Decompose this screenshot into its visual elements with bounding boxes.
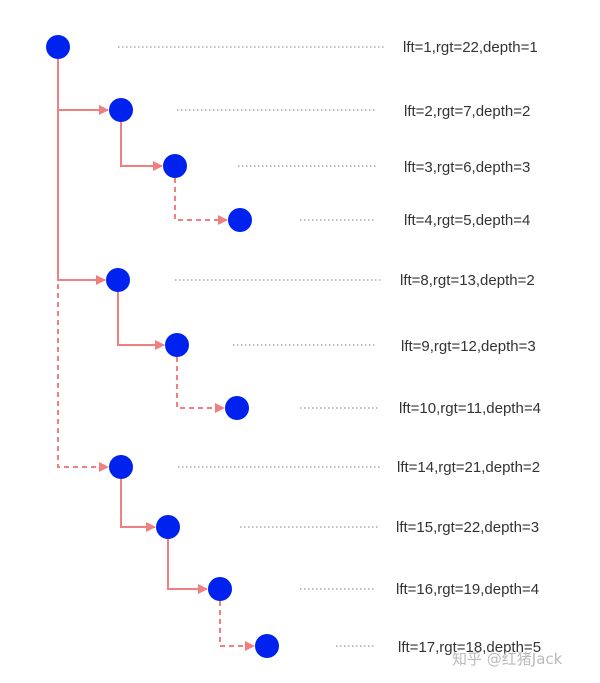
edge-1-2 <box>120 122 163 171</box>
node-label-3: lft=4,rgt=5,depth=4 <box>404 212 530 229</box>
edge-0-1 <box>57 59 109 115</box>
labels: lft=1,rgt=22,depth=1 lft=2,rgt=7,depth=2 l… <box>396 39 541 656</box>
edge-7-8 <box>120 479 156 532</box>
node-label-10: lft=17,rgt=18,depth=5 <box>398 639 541 656</box>
node-label-0: lft=1,rgt=22,depth=1 <box>403 39 538 56</box>
node-label-6: lft=10,rgt=11,depth=4 <box>399 400 541 417</box>
edge-8-9 <box>167 539 208 594</box>
edge-4-5 <box>117 292 165 350</box>
tree-node-6 <box>225 396 249 420</box>
node-label-5: lft=9,rgt=12,depth=3 <box>401 338 536 355</box>
edge-2-3 <box>174 178 228 225</box>
edge-5-6 <box>176 357 225 413</box>
nodes <box>46 35 279 658</box>
watermark: 知乎 @红猪Jack <box>452 650 563 668</box>
node-label-7: lft=14,rgt=21,depth=2 <box>397 459 540 476</box>
tree-node-9 <box>208 577 232 601</box>
tree-node-2 <box>163 154 187 178</box>
guide-lines <box>118 46 384 647</box>
tree-node-10 <box>255 634 279 658</box>
edges <box>57 59 255 651</box>
tree-node-7 <box>109 455 133 479</box>
node-label-4: lft=8,rgt=13,depth=2 <box>400 272 535 289</box>
node-label-8: lft=15,rgt=22,depth=3 <box>396 519 539 536</box>
edge-0-4 <box>57 59 106 285</box>
tree-node-4 <box>106 268 130 292</box>
node-label-2: lft=3,rgt=6,depth=3 <box>404 159 530 176</box>
tree-node-1 <box>109 98 133 122</box>
tree-node-3 <box>228 208 252 232</box>
tree-node-0 <box>46 35 70 59</box>
tree-node-8 <box>156 515 180 539</box>
tree-node-5 <box>165 333 189 357</box>
node-label-1: lft=2,rgt=7,depth=2 <box>404 103 530 120</box>
edge-0-7 <box>57 59 109 472</box>
node-label-9: lft=16,rgt=19,depth=4 <box>396 581 539 598</box>
edge-9-10 <box>219 601 255 651</box>
